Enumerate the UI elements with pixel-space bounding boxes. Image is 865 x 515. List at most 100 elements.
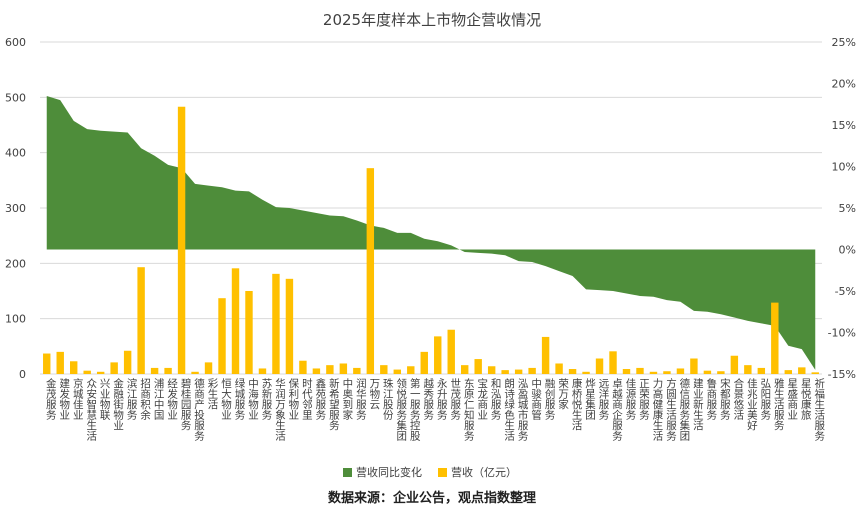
right-tick-label: 25% xyxy=(832,36,856,49)
category-label: 苏新服务 xyxy=(260,377,272,421)
revenue-bar-series xyxy=(43,106,819,375)
category-label: 滨江服务 xyxy=(126,377,138,421)
revenue-bar xyxy=(663,371,671,374)
category-label: 泓盈城市服务 xyxy=(517,378,529,442)
category-label: 合景悠活 xyxy=(732,377,744,421)
revenue-bar xyxy=(407,366,415,374)
x-axis-labels: 金茂服务 建发物业 京城佳业 众安智慧生活 兴业物联 金融街物业 滨江服务 招商积余 浦江中国经… xyxy=(45,377,826,442)
left-tick-label: 300 xyxy=(5,202,26,215)
category-label: 经发物业 xyxy=(166,377,178,420)
category-label: 京城佳业 xyxy=(72,377,84,420)
revenue-bar xyxy=(164,367,172,374)
left-tick-label: 400 xyxy=(5,147,26,160)
category-label: 荣万家 xyxy=(557,378,569,410)
revenue-bar xyxy=(56,351,64,374)
revenue-bar xyxy=(312,368,321,374)
revenue-bar xyxy=(177,106,186,375)
revenue-bar xyxy=(784,370,793,374)
revenue-bar xyxy=(676,368,685,374)
left-tick-label: 500 xyxy=(5,91,26,104)
revenue-bar xyxy=(609,351,617,374)
revenue-bar xyxy=(434,336,442,374)
revenue-bar xyxy=(757,367,766,374)
category-label: 绿城服务 xyxy=(234,377,246,421)
revenue-bar xyxy=(798,367,806,374)
category-label: 金融街物业 xyxy=(112,377,124,430)
right-tick-label: 5% xyxy=(839,202,856,215)
category-label: 第一服务控股 xyxy=(409,377,421,442)
category-label: 雅生活服务 xyxy=(773,377,785,431)
left-tick-label: 0 xyxy=(19,368,26,381)
category-label: 浦江中国 xyxy=(153,377,165,421)
legend-swatch-revenue xyxy=(438,468,447,477)
category-label: 祈福生活服务 xyxy=(813,378,825,442)
right-tick-label: 15% xyxy=(832,119,856,132)
revenue-bar xyxy=(474,359,482,374)
growth-area-series xyxy=(46,95,816,370)
right-tick-label: -10% xyxy=(828,327,856,340)
revenue-bar xyxy=(744,365,752,374)
category-label: 润华服务 xyxy=(355,377,367,421)
category-label: 宝龙商业 xyxy=(476,377,488,420)
category-label: 宋都服务 xyxy=(719,377,731,421)
revenue-bar xyxy=(191,371,199,374)
revenue-bar xyxy=(555,363,563,374)
revenue-bar xyxy=(231,268,240,374)
category-label: 正荣服务 xyxy=(638,378,650,421)
revenue-bar xyxy=(123,350,132,374)
revenue-bar xyxy=(595,358,604,374)
right-tick-label: 0% xyxy=(839,244,856,257)
category-label: 中奥到家 xyxy=(341,377,353,420)
revenue-bar xyxy=(730,355,739,374)
category-label: 弘阳服务 xyxy=(759,378,771,421)
revenue-bar xyxy=(258,368,267,374)
revenue-bar xyxy=(393,369,402,374)
revenue-bar xyxy=(150,367,159,374)
revenue-bar xyxy=(110,362,118,374)
revenue-bar xyxy=(272,273,280,374)
category-label: 万物云 xyxy=(368,378,380,410)
right-tick-label: 10% xyxy=(832,161,856,174)
revenue-bar xyxy=(487,366,496,374)
legend-swatch-growth xyxy=(343,468,352,477)
category-label: 朗诗绿色生活 xyxy=(503,378,515,442)
chart-title: 2025年度样本上市物企营收情况 xyxy=(323,11,541,29)
left-tick-label: 600 xyxy=(5,36,26,49)
right-tick-label: -15% xyxy=(828,368,856,381)
left-y-axis: 0 100 200 300 400 500 600 xyxy=(5,36,26,381)
category-label: 佳兆业美好 xyxy=(746,377,758,431)
revenue-bar xyxy=(622,369,631,374)
category-label: 珠江股份 xyxy=(382,377,394,421)
revenue-bar xyxy=(690,358,698,374)
category-label: 建发物业 xyxy=(58,377,70,420)
category-label: 星悦康旅 xyxy=(800,378,812,421)
category-label: 众安智慧生活 xyxy=(85,378,97,442)
category-label: 金茂服务 xyxy=(45,377,57,421)
category-label: 中骏商管 xyxy=(530,377,542,421)
category-label: 华润万象生活 xyxy=(274,377,286,442)
category-label: 世茂服务 xyxy=(449,378,461,421)
revenue-bar xyxy=(69,361,78,374)
revenue-bar xyxy=(717,371,725,374)
revenue-bar xyxy=(204,362,213,374)
category-label: 和泓服务 xyxy=(490,378,502,421)
right-y-axis: -15% -10% -5% 0% 5% 10% 15% 20% 25% xyxy=(828,36,856,381)
category-label: 碧桂园服务 xyxy=(180,378,192,431)
category-label: 建业新生活 xyxy=(692,377,704,431)
revenue-bar xyxy=(218,298,226,374)
category-label: 融创服务 xyxy=(544,378,556,421)
growth-area xyxy=(46,95,816,370)
revenue-bar xyxy=(568,369,577,374)
category-label: 领悦服务集团 xyxy=(395,377,407,442)
revenue-bar xyxy=(420,351,428,374)
category-label: 保利物业 xyxy=(287,377,299,420)
revenue-bar xyxy=(771,302,779,374)
revenue-bar xyxy=(83,370,91,374)
source-note: 数据来源：企业公告，观点指数整理 xyxy=(328,490,536,506)
legend: 营收同比变化 营收（亿元） xyxy=(343,465,517,479)
revenue-bar xyxy=(285,278,294,374)
revenue-bar xyxy=(541,336,550,374)
category-label: 招商积余 xyxy=(139,377,151,421)
revenue-bar xyxy=(326,365,334,374)
